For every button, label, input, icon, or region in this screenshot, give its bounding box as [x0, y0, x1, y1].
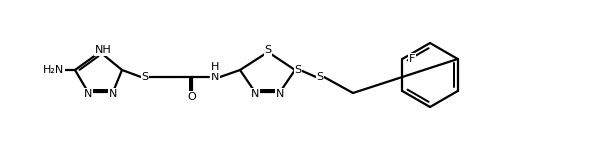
Text: N: N — [276, 89, 284, 99]
Text: N: N — [251, 89, 259, 99]
Text: S: S — [265, 45, 272, 55]
Text: H: H — [211, 62, 219, 72]
Text: F: F — [409, 54, 416, 64]
Text: S: S — [294, 65, 301, 75]
Text: N: N — [84, 89, 92, 99]
Text: N: N — [211, 72, 219, 82]
Text: S: S — [141, 72, 149, 82]
Text: O: O — [188, 92, 197, 102]
Text: S: S — [317, 72, 324, 82]
Text: N: N — [109, 89, 117, 99]
Text: H₂N: H₂N — [43, 65, 63, 75]
Text: NH: NH — [95, 45, 111, 55]
